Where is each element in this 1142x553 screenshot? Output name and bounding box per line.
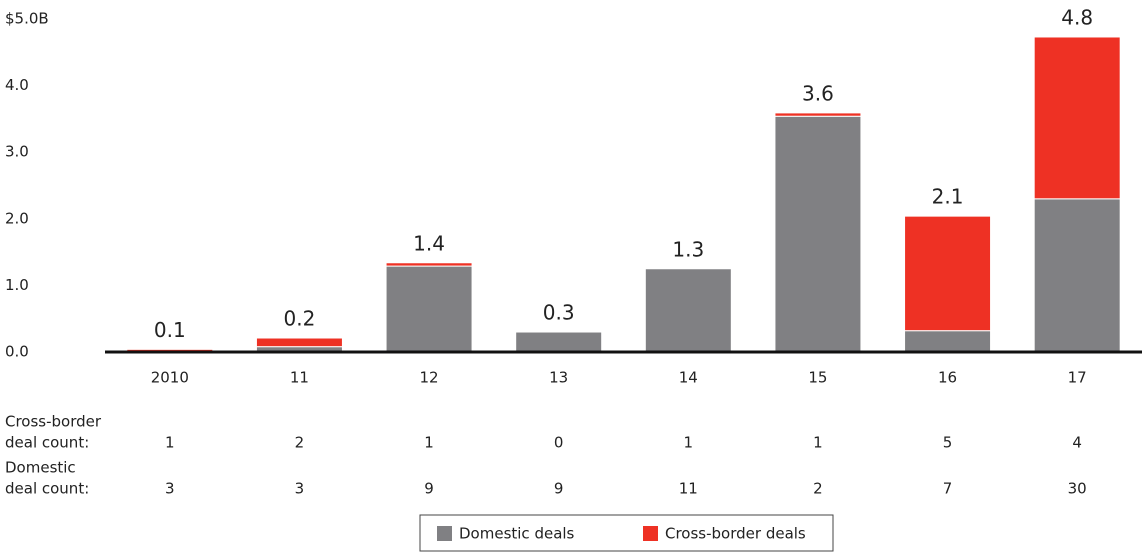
x-tick-label: 12 xyxy=(420,369,439,387)
deal-count: 11 xyxy=(679,480,698,498)
bar-segment xyxy=(515,331,603,353)
total-label: 2.1 xyxy=(932,185,964,209)
y-tick-label: 3.0 xyxy=(5,143,29,161)
legend-swatch xyxy=(437,526,452,541)
row-label: Cross-border xyxy=(5,413,102,431)
bar-segment xyxy=(1033,198,1121,353)
deal-count: 5 xyxy=(943,434,953,452)
deal-count: 1 xyxy=(165,434,175,452)
deal-count: 3 xyxy=(165,480,175,498)
bar-segment xyxy=(1033,36,1121,200)
bar-segment xyxy=(904,330,992,353)
deal-count: 3 xyxy=(295,480,305,498)
y-tick-label: 0.0 xyxy=(5,343,29,361)
bar-segment xyxy=(644,268,732,353)
x-tick-label: 14 xyxy=(679,369,698,387)
deal-count: 30 xyxy=(1068,480,1087,498)
legend-box xyxy=(419,514,834,552)
deal-count: 0 xyxy=(554,434,564,452)
total-label: 4.8 xyxy=(1061,5,1093,29)
total-label: 0.2 xyxy=(284,307,316,331)
bar-segment xyxy=(255,337,343,348)
y-tick-label: 2.0 xyxy=(5,209,29,227)
y-tick-label: 1.0 xyxy=(5,276,29,294)
total-label: 1.3 xyxy=(672,237,704,261)
x-tick-label: 13 xyxy=(549,369,568,387)
y-tick-label: 4.0 xyxy=(5,76,29,94)
deal-count: 1 xyxy=(684,434,694,452)
deal-count: 1 xyxy=(813,434,823,452)
deal-count: 9 xyxy=(424,480,434,498)
deal-count: 2 xyxy=(813,480,823,498)
total-label: 0.3 xyxy=(543,301,575,325)
row-label: deal count: xyxy=(5,434,89,452)
bar-segment xyxy=(385,265,473,353)
x-tick-label: 16 xyxy=(938,369,957,387)
row-label: deal count: xyxy=(5,480,89,498)
total-label: 1.4 xyxy=(413,231,445,255)
deal-count: 4 xyxy=(1072,434,1082,452)
deal-count: 7 xyxy=(943,480,953,498)
bar-segment xyxy=(774,115,862,353)
bar-segment xyxy=(774,112,862,117)
bar-segment xyxy=(385,262,473,267)
y-tick-label: $5.0B xyxy=(5,10,49,28)
legend-swatch xyxy=(643,526,658,541)
legend-label: Cross-border deals xyxy=(665,525,806,543)
x-tick-label: 17 xyxy=(1068,369,1087,387)
deal-count: 2 xyxy=(295,434,305,452)
x-tick-label: 11 xyxy=(290,369,309,387)
x-tick-label: 15 xyxy=(808,369,827,387)
total-label: 0.1 xyxy=(154,318,186,342)
deal-count: 9 xyxy=(554,480,564,498)
row-label: Domestic xyxy=(5,459,76,477)
deal-count: 1 xyxy=(424,434,434,452)
bar-segment xyxy=(904,215,992,332)
x-tick-label: 2010 xyxy=(151,369,189,387)
total-label: 3.6 xyxy=(802,81,834,105)
legend-label: Domestic deals xyxy=(459,525,575,543)
